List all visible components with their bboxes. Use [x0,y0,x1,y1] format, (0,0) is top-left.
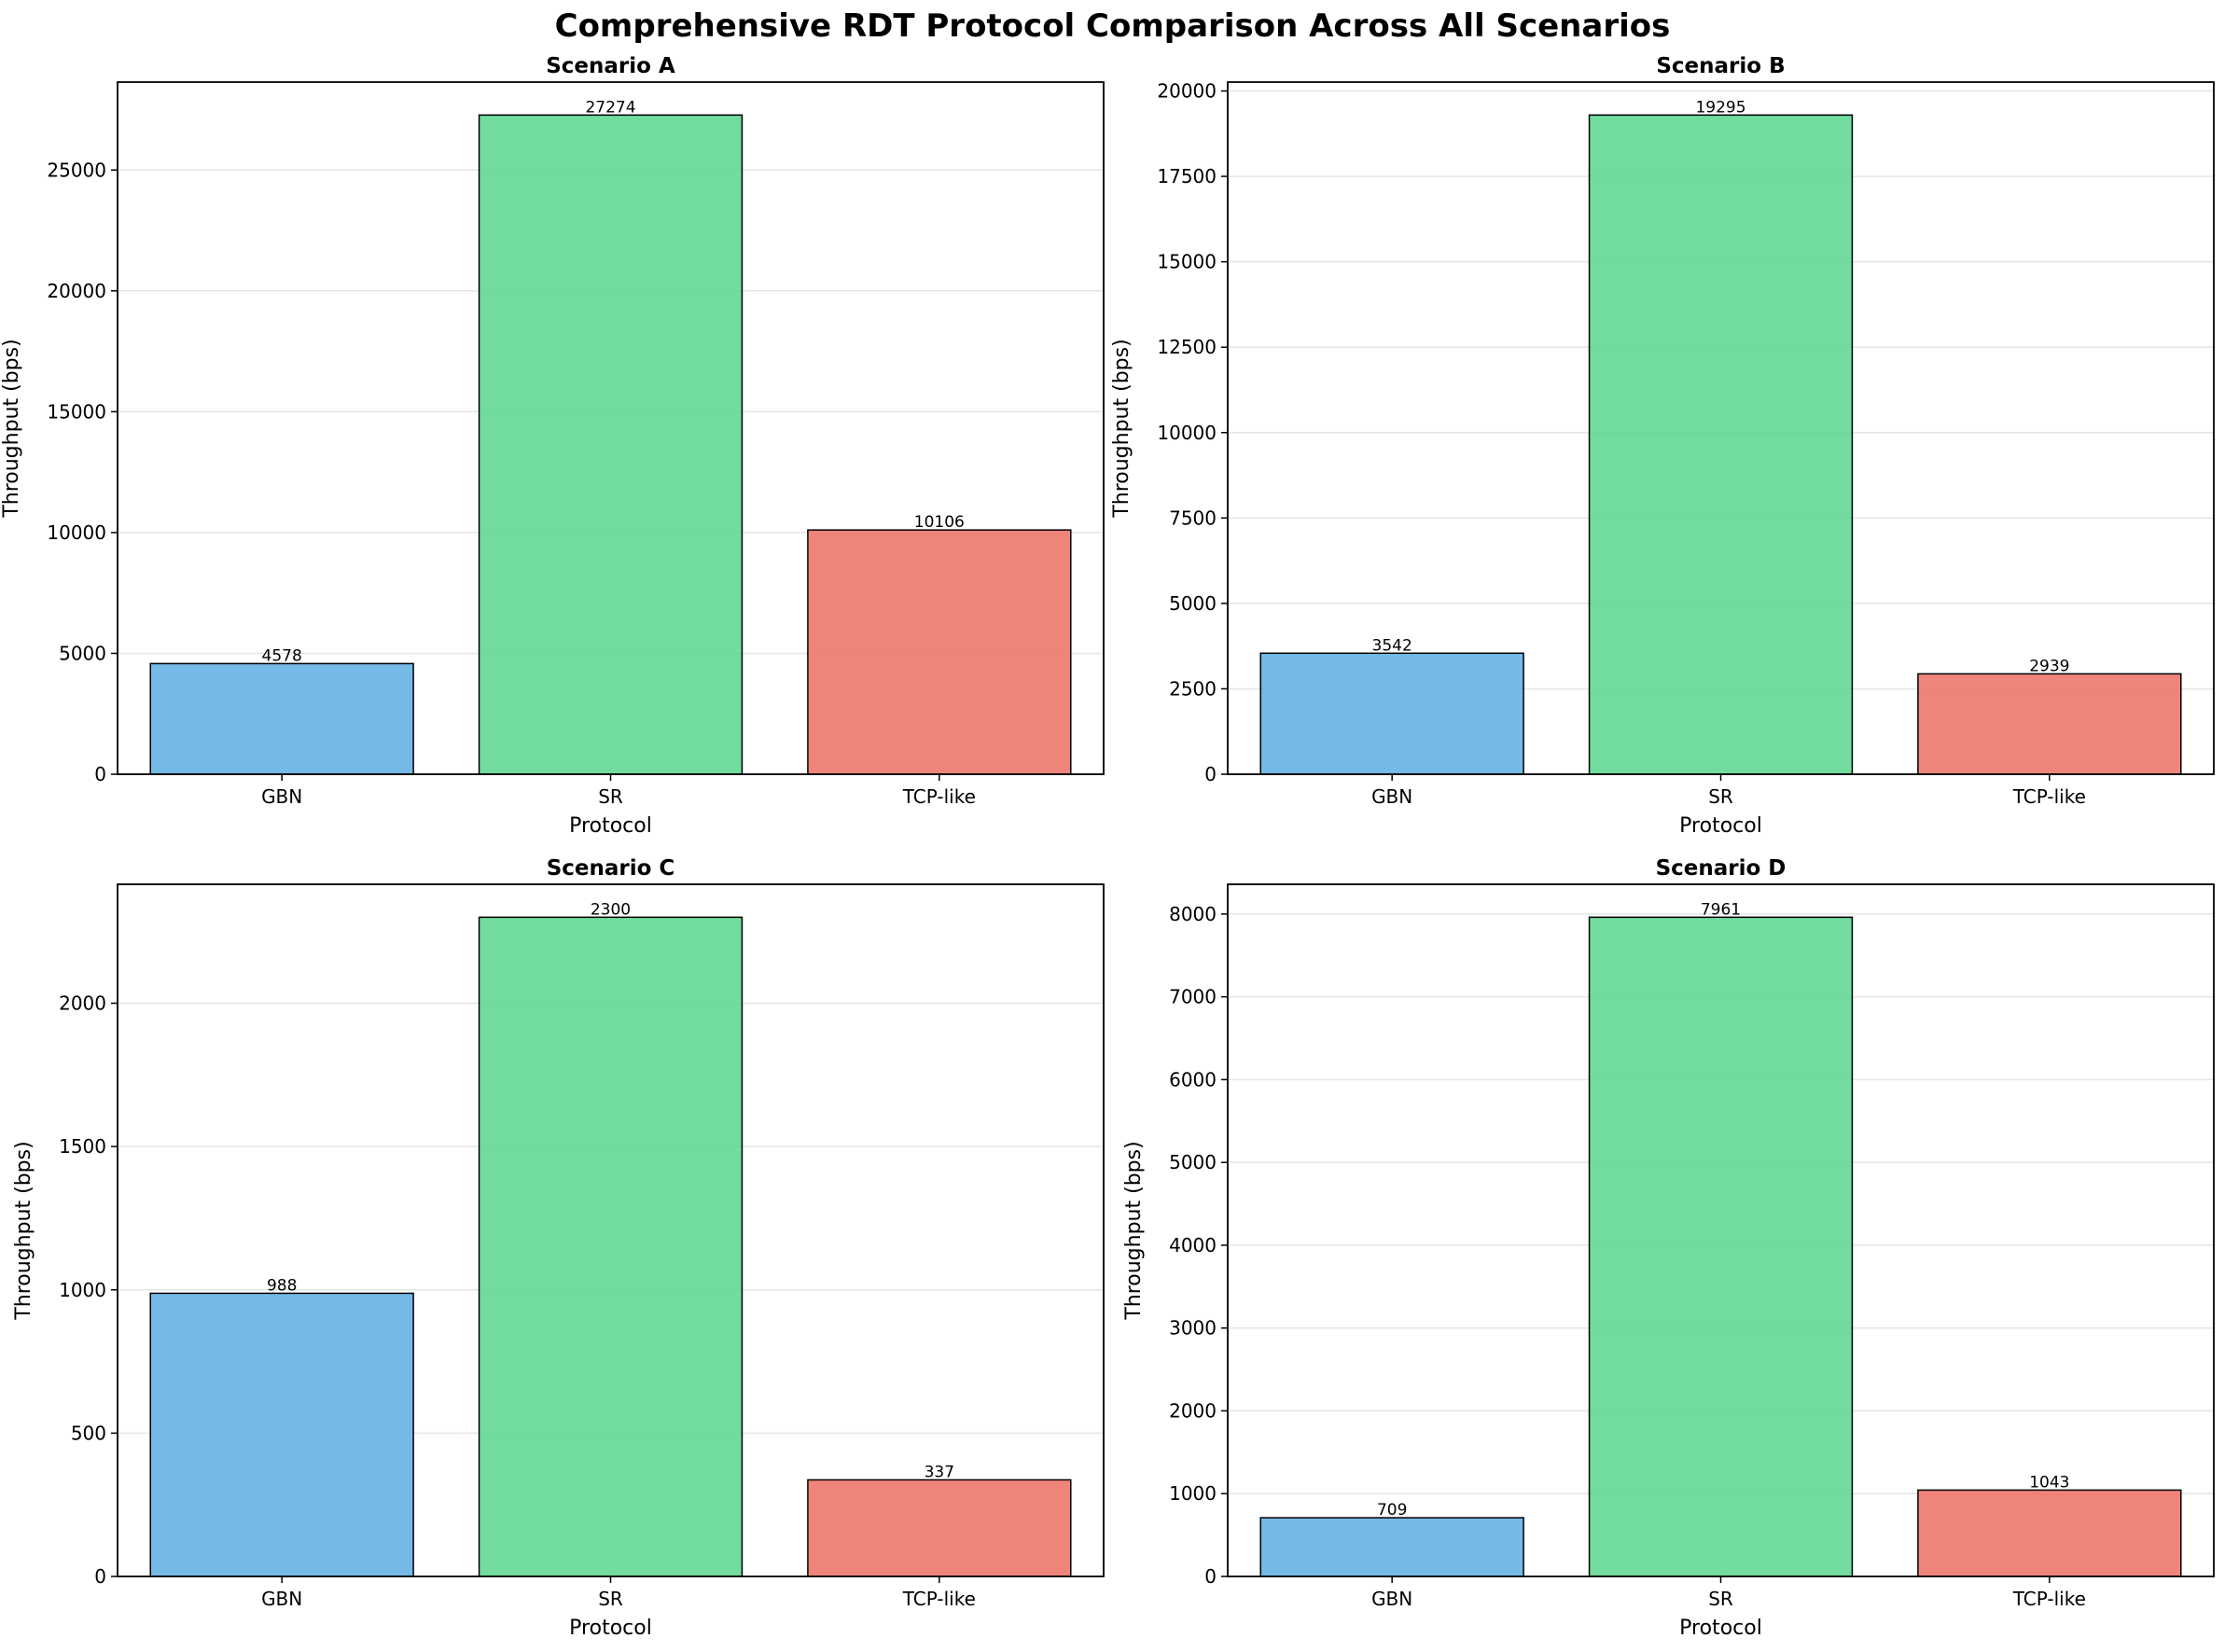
plot-frame-b [1227,81,2215,775]
subplot-d: 709 GBN 7961 SR 1043 TCP-like 0 1000 2000 3000 400… [1122,856,2215,1640]
x-tick-label-d-1: SR [1708,1588,1733,1610]
x-tick-label-d-2: TCP-like [2012,1588,2086,1610]
y-axis-label-a: Throughput (bps) [0,339,23,518]
y-tick-label-c-1: 500 [71,1422,106,1444]
x-axis-label-d: Protocol [1679,1617,1762,1640]
bar-c-gbn [149,1292,414,1577]
y-tick-label-b-8: 20000 [1157,80,1217,103]
y-tick-label-d-7: 7000 [1169,986,1217,1008]
bar-value-label-a-gbn: 4578 [262,646,302,665]
bar-b-gbn [1259,652,1524,775]
subplot-title-b: Scenario B [1656,54,1785,78]
y-tick-label-b-0: 0 [1204,763,1217,785]
bar-value-label-c-sr: 2300 [591,900,631,919]
y-tick-label-b-2: 5000 [1169,592,1217,615]
y-tick-label-b-6: 15000 [1157,251,1217,273]
y-tick-label-a-2: 10000 [47,521,106,544]
y-tick-label-a-1: 5000 [59,642,106,664]
y-tick-label-b-4: 10000 [1157,422,1217,444]
subplot-title-d: Scenario D [1656,856,1787,881]
bar-value-label-b-tcp-like: 2939 [2029,657,2069,675]
x-tick-label-a-1: SR [598,785,623,808]
bar-value-label-d-gbn: 709 [1377,1501,1407,1520]
bar-a-tcp-like [807,529,1072,775]
y-axis-label-d: Throughput (bps) [1122,1141,1146,1320]
y-tick-label-a-4: 20000 [47,280,106,302]
x-tick-label-d-0: GBN [1371,1588,1412,1610]
y-tick-label-d-3: 3000 [1169,1317,1217,1340]
bar-value-label-c-gbn: 988 [267,1276,297,1295]
bar-value-label-d-sr: 7961 [1701,900,1741,919]
y-tick-label-b-1: 2500 [1169,677,1217,700]
figure-title: Comprehensive RDT Protocol Comparison Ac… [554,7,1671,45]
subplot-a: 4578 GBN 27274 SR 10106 TCP-like 0 5000 10000 150… [0,54,1105,838]
subplot-b: 3542 GBN 19295 SR 2939 TCP-like 0 2500 5000 7500 1… [1110,54,2215,838]
bar-value-label-c-tcp-like: 337 [925,1463,954,1481]
x-tick-label-a-2: TCP-like [902,785,976,808]
bar-d-gbn [1259,1517,1524,1577]
y-tick-label-d-0: 0 [1204,1565,1217,1588]
y-tick-label-b-3: 7500 [1169,507,1217,529]
x-tick-label-b-2: TCP-like [2012,785,2086,808]
plot-frame-d [1227,883,2215,1577]
bar-value-label-d-tcp-like: 1043 [2029,1473,2069,1492]
x-tick-label-c-2: TCP-like [902,1588,976,1610]
bar-a-sr [478,114,744,775]
x-tick-label-c-0: GBN [261,1588,302,1610]
y-tick-label-d-6: 6000 [1169,1068,1217,1090]
y-tick-label-b-7: 17500 [1157,165,1217,187]
y-axis-label-c: Throughput (bps) [12,1141,35,1320]
y-tick-label-a-5: 25000 [47,159,106,181]
x-tick-label-a-0: GBN [261,785,302,808]
y-tick-label-a-0: 0 [94,763,106,785]
y-tick-label-d-1: 1000 [1169,1482,1217,1505]
subplot-c: 988 GBN 2300 SR 337 TCP-like 0 500 1000 1500 2000 S… [12,856,1105,1640]
bar-value-label-a-tcp-like: 10106 [914,513,965,532]
y-tick-label-d-5: 5000 [1169,1151,1217,1173]
y-tick-label-c-0: 0 [94,1565,106,1588]
bar-d-sr [1588,916,1854,1577]
bar-value-label-b-sr: 19295 [1695,98,1745,117]
x-tick-label-c-1: SR [598,1588,623,1610]
plot-frame-c [117,883,1105,1577]
y-axis-label-b: Throughput (bps) [1110,339,1133,518]
x-tick-label-b-1: SR [1708,785,1733,808]
bar-d-tcp-like [1917,1489,2182,1577]
bar-value-label-b-gbn: 3542 [1372,636,1412,655]
y-tick-label-c-3: 1500 [59,1135,106,1158]
bar-b-sr [1588,114,1854,775]
bar-c-tcp-like [807,1478,1072,1577]
y-tick-label-d-8: 8000 [1169,903,1217,925]
y-tick-label-d-2: 2000 [1169,1399,1217,1422]
bar-c-sr [478,916,744,1577]
subplot-title-c: Scenario C [547,856,675,881]
bar-value-label-a-sr: 27274 [585,98,635,117]
x-tick-label-b-0: GBN [1371,785,1412,808]
x-axis-label-a: Protocol [569,814,652,838]
x-axis-label-c: Protocol [569,1617,652,1640]
plot-frame-a [117,81,1105,775]
x-axis-label-b: Protocol [1679,814,1762,838]
y-tick-label-c-2: 1000 [59,1279,106,1301]
y-tick-label-c-4: 2000 [59,993,106,1015]
y-tick-label-d-4: 4000 [1169,1234,1217,1256]
subplot-title-a: Scenario A [546,54,675,78]
y-tick-label-a-3: 15000 [47,400,106,423]
bar-b-tcp-like [1917,673,2182,775]
y-tick-label-b-5: 12500 [1157,336,1217,358]
bar-a-gbn [149,662,414,775]
